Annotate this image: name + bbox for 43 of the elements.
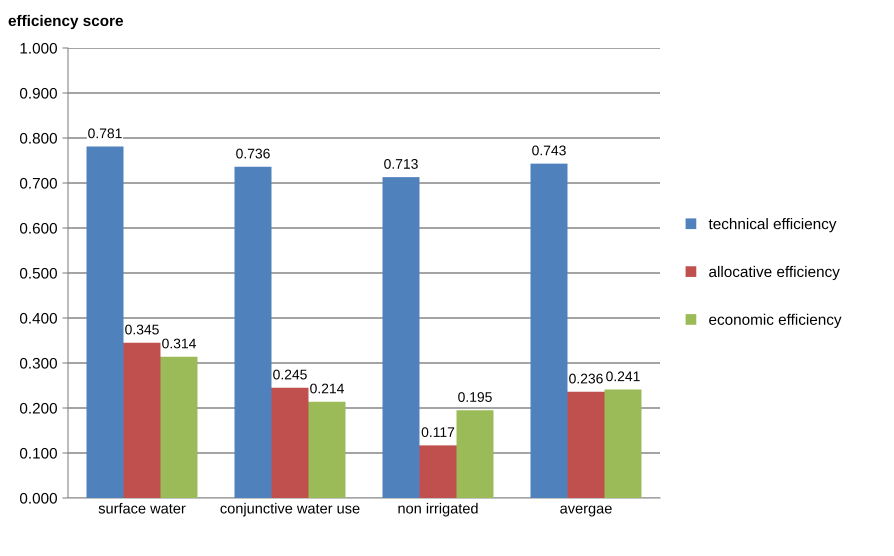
y-axis-title: efficiency score — [8, 14, 123, 30]
bar — [272, 388, 308, 498]
bar — [456, 410, 494, 498]
x-tick-label: conjunctive water use — [220, 502, 360, 516]
data-label: 0.713 — [384, 159, 418, 169]
bar — [604, 390, 642, 498]
data-label: 0.241 — [606, 371, 640, 382]
bar — [308, 402, 346, 498]
data-label: 0.781 — [88, 128, 122, 138]
data-label: 0.195 — [458, 392, 492, 402]
data-label: 0.314 — [162, 338, 196, 348]
y-tick-label: 0.400 — [20, 312, 57, 324]
y-tick-label: 0.600 — [20, 222, 57, 234]
data-label: 0.245 — [273, 370, 307, 380]
y-tick-label: 0.800 — [20, 132, 57, 144]
y-tick-label: 1.000 — [20, 42, 57, 54]
y-tick-label: 0.900 — [20, 88, 57, 99]
data-label: 0.345 — [125, 324, 159, 334]
data-label: 0.743 — [532, 146, 566, 156]
y-tick-label: 0.000 — [20, 492, 57, 504]
bar — [530, 164, 568, 498]
x-tick-label: non irrigated — [398, 502, 478, 516]
bar — [160, 356, 198, 498]
y-tick-label: 0.100 — [20, 448, 57, 459]
y-tick-label: 0.700 — [20, 178, 57, 189]
bar — [86, 146, 124, 498]
bar — [420, 445, 456, 498]
bar — [382, 177, 420, 498]
legend-label: economic efficiency — [709, 314, 842, 328]
data-label: 0.214 — [310, 384, 344, 394]
y-tick-label: 0.300 — [20, 358, 57, 369]
data-label: 0.117 — [422, 427, 454, 438]
bar — [124, 342, 160, 498]
data-label: 0.236 — [569, 374, 603, 384]
y-tick-label: 0.500 — [20, 268, 57, 279]
y-tick-label: 0.200 — [20, 402, 57, 414]
data-label: 0.736 — [236, 148, 270, 158]
bar — [568, 392, 604, 498]
x-tick-label: avergae — [560, 506, 612, 516]
legend-label: allocative efficiency — [709, 266, 840, 280]
x-tick-label: surface water — [98, 502, 186, 514]
legend-label: technical efficiency — [708, 218, 836, 232]
bar — [234, 166, 272, 498]
